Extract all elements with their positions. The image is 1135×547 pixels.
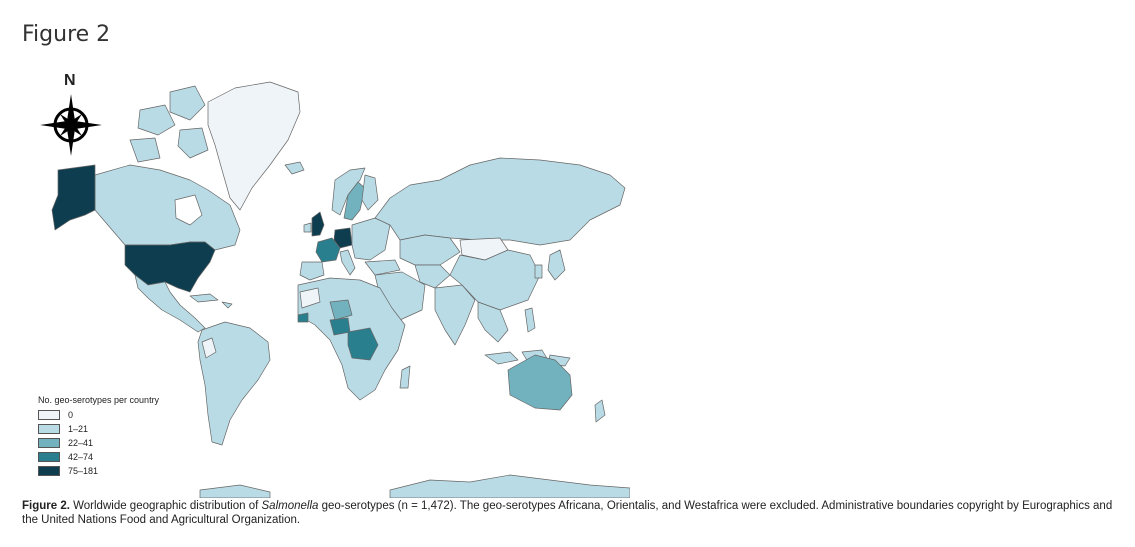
caribbean-islands (189, 293, 233, 309)
country-senegal (297, 312, 309, 323)
world-map-svg (51, 81, 630, 498)
legend-label: 1–21 (68, 424, 89, 434)
country-canada-islands (129, 85, 209, 163)
country-alaska (51, 164, 96, 231)
country-eastern-europe (351, 217, 391, 261)
country-korea (534, 264, 543, 279)
country-canada (94, 164, 241, 251)
country-germany (333, 227, 353, 249)
hudson-bay (174, 194, 203, 226)
country-south-america (197, 321, 271, 446)
map-legend: No. geo-serotypes per country 0 1–21 22–… (38, 395, 159, 478)
country-antarctica (389, 474, 630, 498)
caption-text-post: geo-serotypes (n = 1,472). The geo-serot… (22, 500, 1113, 526)
legend-swatch (38, 438, 60, 448)
country-kazakhstan (399, 234, 461, 266)
country-australia (507, 354, 573, 411)
country-spain (299, 261, 325, 281)
caption-text-pre: Worldwide geographic distribution of (69, 500, 262, 512)
country-sweden (343, 181, 366, 221)
country-finland (361, 174, 379, 211)
caption-italic: Salmonella (261, 500, 319, 512)
legend-label: 22–41 (68, 438, 94, 448)
legend-item: 0 (38, 408, 159, 422)
legend-label: 75–181 (68, 466, 99, 476)
country-new-zealand (594, 399, 606, 423)
country-southeast-asia (477, 301, 509, 343)
country-dr-congo (347, 327, 379, 361)
legend-swatch (38, 424, 60, 434)
legend-swatch (38, 452, 60, 462)
country-russia (374, 157, 626, 246)
country-nigeria (329, 317, 351, 336)
caption-label: Figure 2. (22, 500, 70, 512)
figure-caption: Figure 2. Worldwide geographic distribut… (22, 499, 1117, 527)
country-paraguay (201, 337, 217, 359)
country-italy (339, 249, 356, 276)
compass: N (38, 72, 104, 158)
compass-north-label: N (64, 72, 76, 89)
compass-rose-icon (40, 94, 102, 156)
legend-title: No. geo-serotypes per country (38, 395, 160, 405)
country-niger (329, 299, 353, 321)
country-india (434, 284, 476, 346)
country-philippines (524, 307, 536, 333)
legend-item: 75–181 (38, 464, 159, 478)
legend-swatch (38, 410, 60, 420)
country-central-asia (414, 264, 451, 289)
legend-item: 42–74 (38, 450, 159, 464)
country-japan (547, 249, 566, 281)
legend-label: 0 (68, 410, 74, 420)
world-map (30, 70, 630, 498)
country-greenland (207, 81, 301, 211)
country-france (315, 237, 341, 263)
country-ireland (303, 222, 312, 233)
antarctica-west (199, 484, 271, 498)
country-iceland (284, 161, 305, 175)
country-madagascar (399, 365, 411, 389)
country-western-sahara (299, 287, 321, 309)
country-mexico (134, 274, 206, 333)
country-united-kingdom (311, 211, 325, 237)
legend-swatch (38, 466, 60, 476)
legend-label: 42–74 (68, 452, 94, 462)
country-turkey (364, 259, 401, 276)
legend-item: 22–41 (38, 436, 159, 450)
country-china (449, 249, 541, 311)
figure-title: Figure 2 (22, 22, 111, 47)
legend-item: 1–21 (38, 422, 159, 436)
